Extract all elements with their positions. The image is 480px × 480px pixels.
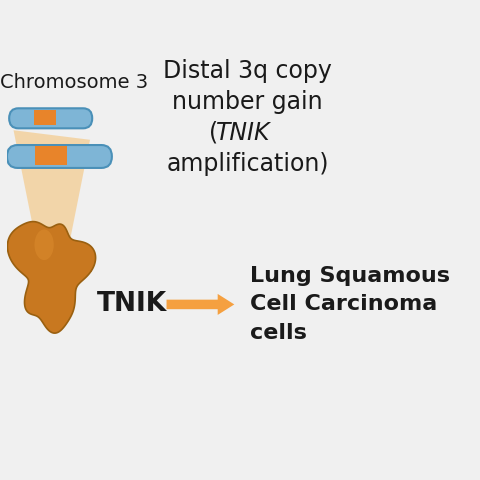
Text: TNIK: TNIK: [96, 291, 167, 317]
Text: TNIK: TNIK: [216, 120, 270, 144]
Text: number gain: number gain: [172, 90, 323, 114]
Text: Chromosome 3: Chromosome 3: [0, 73, 148, 92]
Bar: [36, 156, 67, 161]
Bar: [36, 151, 67, 156]
Bar: [36, 146, 67, 152]
Text: Cell Carcinoma: Cell Carcinoma: [250, 294, 437, 314]
Polygon shape: [35, 229, 54, 260]
Text: Lung Squamous: Lung Squamous: [250, 266, 450, 286]
Text: (: (: [209, 120, 218, 144]
FancyBboxPatch shape: [9, 108, 92, 128]
Bar: [34, 120, 56, 125]
Polygon shape: [7, 222, 96, 333]
Bar: [34, 110, 56, 115]
Text: amplification): amplification): [166, 152, 329, 176]
Bar: [34, 115, 56, 120]
Bar: [36, 160, 67, 165]
Text: cells: cells: [250, 323, 307, 343]
FancyBboxPatch shape: [7, 145, 112, 168]
Polygon shape: [13, 130, 90, 326]
FancyArrow shape: [167, 294, 234, 315]
Text: Distal 3q copy: Distal 3q copy: [163, 59, 332, 83]
